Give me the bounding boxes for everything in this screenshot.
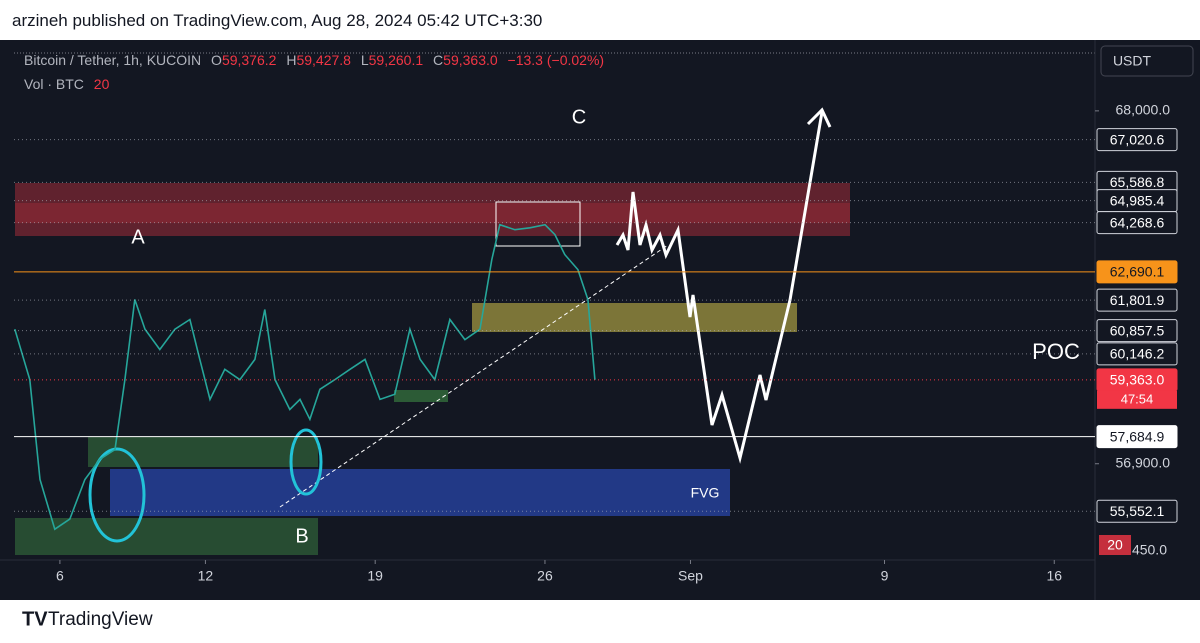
level-label: 62,690.1 (1110, 264, 1165, 280)
label-b: B (295, 525, 308, 547)
label-fvg: FVG (691, 485, 720, 501)
volume-axis-label: 450.0 (1132, 542, 1167, 558)
label-poc: POC (1032, 339, 1080, 364)
brand-logo: TV (22, 608, 48, 630)
level-label: 59,363.0 (1110, 372, 1165, 388)
header-bar: arzineh published on TradingView.com, Au… (0, 0, 1200, 40)
x-tick-label: 9 (881, 568, 889, 584)
low: 59,260.1 (369, 52, 424, 68)
y-tick-label: 68,000.0 (1116, 102, 1171, 118)
high: 59,427.8 (296, 52, 351, 68)
close: 59,363.0 (443, 52, 498, 68)
countdown-bg (1097, 390, 1177, 409)
x-tick-label: 16 (1046, 568, 1062, 584)
h-label: H (286, 52, 296, 68)
level-label: 60,857.5 (1110, 322, 1165, 338)
x-tick-label: Sep (678, 568, 703, 584)
level-badge (1096, 499, 1178, 523)
legend-line: Bitcoin / Tether, 1h, KUCOIN O59,376.2 H… (24, 52, 604, 68)
level-label: 55,552.1 (1110, 503, 1165, 519)
y-tick-label: 56,900.0 (1116, 454, 1171, 470)
currency-button[interactable] (1100, 45, 1194, 77)
level-label: 64,268.6 (1110, 214, 1165, 230)
arrow-head (806, 107, 832, 128)
level-badge (1096, 342, 1178, 366)
projection-arrow (615, 111, 824, 464)
x-tick-label: 26 (537, 568, 553, 584)
level-label: 67,020.6 (1110, 131, 1165, 147)
level-label: 64,985.4 (1110, 192, 1165, 208)
level-badge (1096, 260, 1178, 284)
fvg-zone (110, 469, 730, 516)
publisher: arzineh published on TradingView.com, Au… (12, 11, 543, 30)
circle-a (88, 447, 146, 543)
range-box (495, 201, 581, 247)
l-label: L (361, 52, 369, 68)
supply-zone (15, 183, 850, 236)
level-badge (1096, 425, 1178, 449)
symbol: Bitcoin / Tether, 1h, KUCOIN (24, 52, 201, 68)
level-badge (1096, 288, 1178, 312)
brand: TradingView (48, 609, 153, 630)
volume-label: Vol · BTC (24, 76, 84, 92)
volume-badge-bg (1099, 535, 1131, 555)
label-c: C (572, 106, 586, 128)
level-badge (1096, 128, 1178, 152)
x-tick-label: 6 (56, 568, 64, 584)
level-badge (1096, 211, 1178, 235)
level-badge (1096, 319, 1178, 343)
level-label: 57,684.9 (1110, 428, 1165, 444)
demand-zone (472, 303, 797, 332)
level-label: 65,586.8 (1110, 174, 1165, 190)
level-label: 60,146.2 (1110, 346, 1165, 362)
volume-line: Vol · BTC 20 (24, 76, 110, 92)
c-label: C (433, 52, 443, 68)
currency[interactable]: USDT (1113, 53, 1152, 69)
countdown: 47:54 (1121, 391, 1154, 406)
supply-zone-inner (15, 203, 850, 223)
trendline (279, 244, 669, 508)
green-zone (88, 437, 318, 467)
volume: 20 (94, 76, 110, 92)
green-zone-low (15, 518, 318, 555)
label-a: A (131, 226, 145, 248)
green-zone-mid (394, 390, 448, 402)
change: −13.3 (−0.02%) (508, 52, 605, 68)
price-line (14, 223, 596, 531)
circle-b (289, 428, 323, 496)
x-tick-label: 19 (367, 568, 383, 584)
open: 59,376.2 (222, 52, 277, 68)
volume-badge: 20 (1107, 537, 1123, 553)
level-label: 61,801.9 (1110, 292, 1165, 308)
footer-bg (0, 600, 1200, 643)
o-label: O (211, 52, 222, 68)
x-tick-label: 12 (198, 568, 214, 584)
